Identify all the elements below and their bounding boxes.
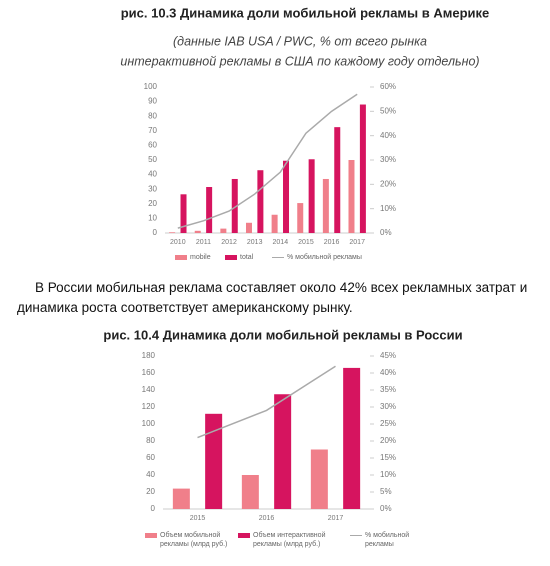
legend-item: total [225, 253, 335, 262]
bar [205, 413, 223, 509]
y-tick-label: 160 [142, 368, 156, 377]
x-tick-label: 2016 [259, 515, 275, 522]
bar [359, 104, 366, 234]
x-tick-label: 2017 [328, 515, 344, 522]
y2-tick-label: 45% [380, 351, 396, 360]
line [177, 93, 358, 229]
y2-tick-label: 25% [380, 419, 396, 428]
y-tick-label: 40 [146, 470, 155, 479]
line [197, 365, 336, 439]
y2-tick-label: 10% [380, 204, 396, 213]
y2-tick-label: 40% [380, 368, 396, 377]
y-tick-label: 0 [153, 228, 158, 237]
bar [206, 187, 213, 233]
y-tick-label: 30 [148, 184, 157, 193]
legend-key [350, 535, 362, 536]
bar [274, 394, 292, 509]
legend-key [145, 533, 157, 538]
y2-tick-label: 50% [380, 106, 396, 115]
legend-label: total [240, 254, 254, 261]
bar [322, 178, 329, 233]
chart-title: рис. 10.4 Динамика доли мобильной реклам… [103, 327, 462, 342]
y2-tick-label: 30% [380, 402, 396, 411]
y-tick-label: 60 [146, 453, 155, 462]
y-tick-label: 80 [148, 111, 157, 120]
y2-tick-label: 60% [380, 82, 396, 91]
y-tick-label: 20 [148, 199, 157, 208]
bar [310, 449, 328, 509]
legend-item: mobile [175, 253, 285, 262]
x-tick-label: 2012 [221, 239, 237, 246]
legend-item: Объем интерактивной рекламы (млрд руб.) [238, 531, 326, 549]
y2-tick-label: 40% [380, 131, 396, 140]
y-tick-label: 50 [148, 155, 157, 164]
x-tick-label: 2016 [324, 239, 340, 246]
legend-item: % мобильной рекламы [272, 253, 382, 262]
x-tick-label: 2010 [170, 239, 186, 246]
y-tick-label: 100 [142, 419, 156, 428]
x-tick-label: 2014 [273, 239, 289, 246]
y2-tick-label: 35% [380, 385, 396, 394]
y-tick-label: 20 [146, 487, 155, 496]
legend-label: Объем мобильной рекламы (млрд руб.) [160, 532, 228, 548]
y-tick-label: 90 [148, 97, 157, 106]
bar [180, 194, 187, 233]
y-tick-label: 70 [148, 126, 157, 135]
y-tick-label: 140 [142, 385, 156, 394]
bar [348, 160, 355, 233]
bar [297, 203, 304, 233]
legend-label: mobile [190, 254, 211, 261]
bar [334, 127, 341, 233]
chart-subtitle: (данные IAB USA / PWC, % от всего рынка [173, 34, 427, 48]
x-tick-label: 2017 [349, 239, 365, 246]
y-tick-label: 0 [151, 504, 156, 513]
legend-key [272, 257, 284, 258]
y-tick-label: 60 [148, 141, 157, 150]
legend-label: % мобильной рекламы [287, 254, 362, 261]
chart-title: рис. 10.3 Динамика доли мобильной реклам… [121, 5, 490, 20]
y-tick-label: 40 [148, 170, 157, 179]
x-tick-label: 2015 [190, 515, 206, 522]
y2-tick-label: 0% [380, 228, 392, 237]
y-tick-label: 10 [148, 214, 157, 223]
y2-tick-label: 0% [380, 504, 392, 513]
legend-item: % мобильной рекламы [350, 531, 438, 549]
legend-label: % мобильной рекламы [365, 532, 410, 548]
x-tick-label: 2015 [298, 239, 314, 246]
y2-tick-label: 20% [380, 179, 396, 188]
legend-label: Объем интерактивной рекламы (млрд руб.) [253, 532, 326, 548]
x-tick-label: 2011 [196, 239, 211, 246]
y2-tick-label: 5% [380, 487, 392, 496]
y2-tick-label: 20% [380, 436, 396, 445]
x-tick-label: 2013 [247, 239, 263, 246]
y-tick-label: 100 [144, 82, 158, 91]
bar [241, 475, 259, 509]
bar [308, 159, 315, 233]
legend-key [225, 255, 237, 260]
bar [194, 230, 201, 233]
bar [231, 178, 238, 233]
y2-tick-label: 30% [380, 155, 396, 164]
y2-tick-label: 10% [380, 470, 396, 479]
bar [271, 214, 278, 233]
bar [257, 170, 264, 233]
bar [343, 367, 361, 509]
bar [172, 488, 190, 509]
bar [169, 232, 176, 233]
legend-item: Объем мобильной рекламы (млрд руб.) [145, 531, 233, 549]
y-tick-label: 120 [142, 402, 156, 411]
legend-key [175, 255, 187, 260]
paragraph: В России мобильная реклама составляет ок… [17, 280, 528, 315]
y-tick-label: 180 [142, 351, 156, 360]
chart-subtitle: интерактивной рекламы в США по каждому г… [120, 54, 479, 68]
legend-key [238, 533, 250, 538]
y2-tick-label: 15% [380, 453, 396, 462]
bar [245, 222, 252, 233]
bar [220, 228, 227, 233]
bar [283, 160, 290, 233]
y-tick-label: 80 [146, 436, 155, 445]
